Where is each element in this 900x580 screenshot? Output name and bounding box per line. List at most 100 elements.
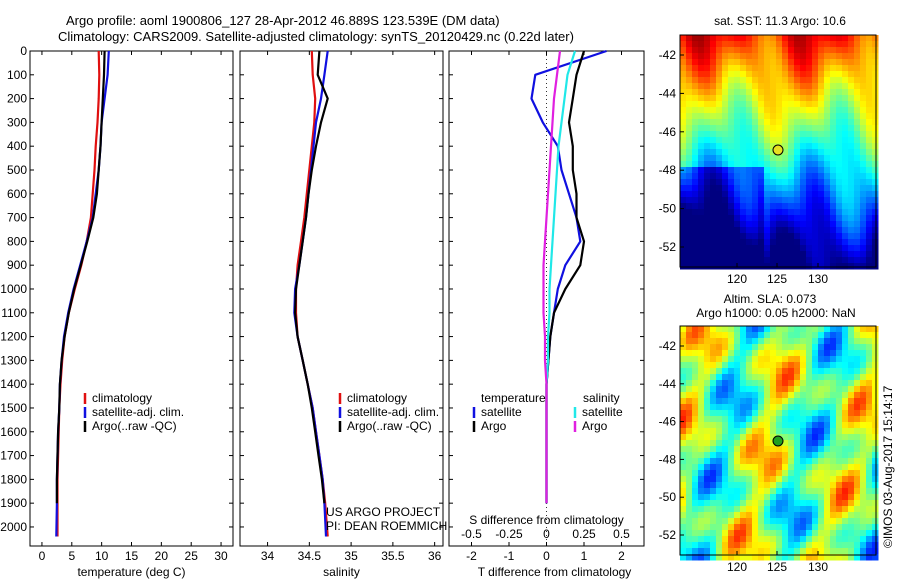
map-cell <box>824 41 831 48</box>
map-cell <box>860 380 867 387</box>
map-cell <box>716 149 723 156</box>
y-tick-label: 500 <box>7 163 27 177</box>
map-cell <box>710 350 717 357</box>
map-cell <box>782 440 789 447</box>
map-cell <box>782 77 789 84</box>
map-cell <box>776 368 783 375</box>
map-cell <box>764 530 771 537</box>
map-cell <box>764 227 771 234</box>
map-cell <box>728 191 735 198</box>
map-cell <box>752 167 759 174</box>
map-cell <box>842 446 849 453</box>
map-cell <box>704 227 711 234</box>
map-cell <box>860 233 867 240</box>
map-cell <box>704 416 711 423</box>
map-cell <box>782 548 789 555</box>
map-cell <box>836 161 843 168</box>
map-cell <box>788 197 795 204</box>
map-cell <box>860 404 867 411</box>
map-cell <box>776 338 783 345</box>
map-cell <box>872 125 879 132</box>
map-cell <box>710 77 717 84</box>
map-cell <box>818 227 825 234</box>
map-cell <box>854 101 861 108</box>
map-cell <box>764 41 771 48</box>
map-cell <box>812 452 819 459</box>
map-cell <box>842 221 849 228</box>
map-cell <box>836 554 843 561</box>
map-cell <box>710 125 717 132</box>
map-cell <box>752 530 759 537</box>
map-cell <box>860 263 867 270</box>
map-cell <box>866 215 873 222</box>
map-cell <box>830 500 837 507</box>
map-cell <box>794 101 801 108</box>
map-cell <box>830 35 837 42</box>
map-cell <box>848 440 855 447</box>
map-cell <box>842 494 849 501</box>
map-cell <box>746 542 753 549</box>
map-cell <box>806 446 813 453</box>
map-cell <box>782 209 789 216</box>
map-cell <box>782 113 789 120</box>
map-cell <box>776 35 783 42</box>
map-cell <box>776 161 783 168</box>
map-cell <box>740 119 747 126</box>
map-cell <box>680 197 687 204</box>
map-cell <box>716 227 723 234</box>
map-cell <box>776 59 783 66</box>
map-cell <box>782 518 789 525</box>
map-cell <box>710 227 717 234</box>
map-cell <box>782 191 789 198</box>
map-cell <box>710 209 717 216</box>
map-cell <box>848 536 855 543</box>
map-cell <box>782 362 789 369</box>
map-cell <box>722 458 729 465</box>
map-cell <box>806 95 813 102</box>
map-cell <box>782 185 789 192</box>
map-cell <box>728 155 735 162</box>
map-cell <box>842 185 849 192</box>
map-cell <box>806 422 813 429</box>
map-cell <box>824 416 831 423</box>
map-cell <box>704 362 711 369</box>
map-cell <box>788 512 795 519</box>
map-cell <box>854 245 861 252</box>
map-cell <box>872 416 879 423</box>
map-cell <box>866 398 873 405</box>
map-cell <box>716 398 723 405</box>
map-cell <box>746 326 753 333</box>
map-cell <box>710 143 717 150</box>
map-cell <box>704 173 711 180</box>
map-cell <box>866 59 873 66</box>
profile-panel-1 <box>29 50 234 547</box>
map-cell <box>704 326 711 333</box>
map-cell <box>872 434 879 441</box>
map-cell <box>800 356 807 363</box>
map-cell <box>734 536 741 543</box>
map-cell <box>716 446 723 453</box>
map-cell <box>746 41 753 48</box>
map-cell <box>812 125 819 132</box>
map-cell <box>836 89 843 96</box>
y-tick-label: 1200 <box>0 330 27 344</box>
map-cell <box>848 476 855 483</box>
map-cell <box>842 440 849 447</box>
map-cell <box>800 416 807 423</box>
map-cell <box>776 482 783 489</box>
map-cell <box>752 125 759 132</box>
map-cell <box>680 89 687 96</box>
map-cell <box>770 452 777 459</box>
map-cell <box>860 257 867 264</box>
map-cell <box>830 137 837 144</box>
map-cell <box>848 71 855 78</box>
map-cell <box>788 518 795 525</box>
map-cell <box>836 71 843 78</box>
map-cell <box>776 422 783 429</box>
map-cell <box>764 542 771 549</box>
map-cell <box>710 434 717 441</box>
map-cell <box>854 368 861 375</box>
map-cell <box>854 167 861 174</box>
map-cell <box>818 185 825 192</box>
map-cell <box>716 500 723 507</box>
